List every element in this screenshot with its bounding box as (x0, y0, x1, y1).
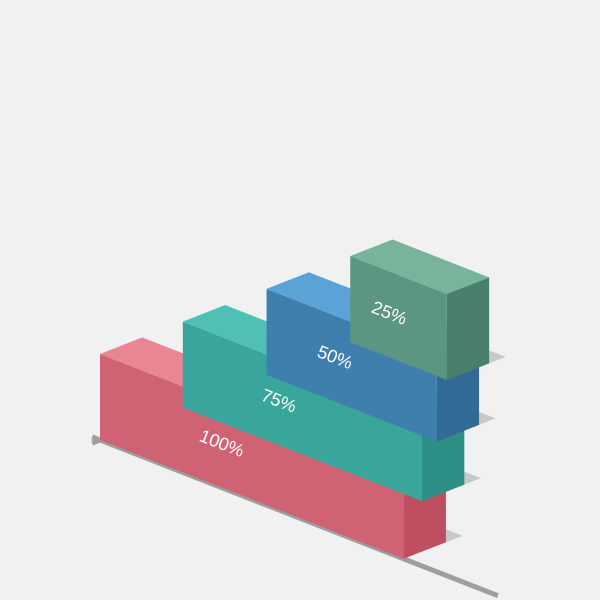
isometric-bar-chart: 100%75%50%25% (0, 0, 600, 600)
bar-side-3 (447, 277, 489, 380)
